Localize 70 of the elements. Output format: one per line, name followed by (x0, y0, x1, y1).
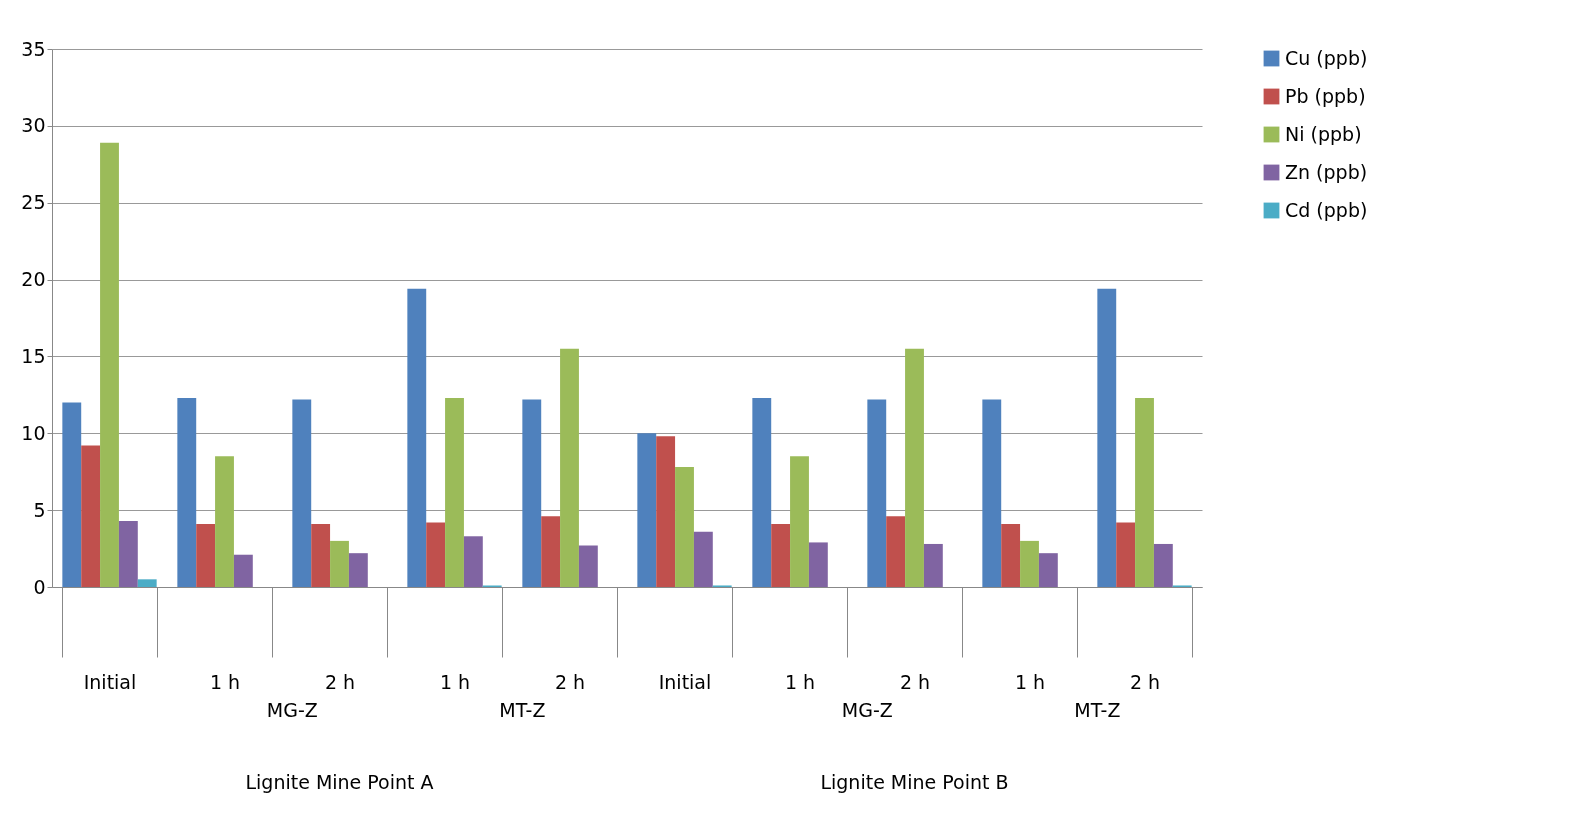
bar (81, 445, 101, 587)
x-tick-label: 2 h (1129, 670, 1161, 693)
x-tick-label: 2 h (324, 670, 356, 693)
bar (752, 397, 772, 587)
legend-label: Ni (ppb) (1285, 122, 1362, 145)
text: Lignite Mine Point A (245, 771, 434, 793)
bar (100, 142, 119, 587)
bar (233, 554, 253, 587)
bar (1097, 288, 1117, 587)
y-tick-label: 20 (21, 268, 46, 291)
bar (177, 397, 197, 587)
text: MG-Z (841, 699, 893, 721)
bar (771, 523, 791, 587)
bar (215, 456, 234, 587)
y-tick-label: 30 (21, 114, 46, 137)
bar (578, 545, 598, 587)
x-tick-label: 1 h (784, 670, 816, 693)
bar (905, 348, 924, 587)
bar (62, 402, 82, 587)
x-tick-label: 1 h (1014, 670, 1046, 693)
x-tick-label: Initial (83, 670, 137, 693)
legend-label: Cu (ppb) (1285, 46, 1368, 69)
bar (808, 542, 828, 587)
legend-label: Cd (ppb) (1285, 198, 1368, 221)
y-tick-label: 25 (21, 191, 46, 214)
bar (137, 579, 157, 587)
y-tick-label: 15 (21, 344, 46, 367)
bar (1020, 540, 1039, 587)
y-tick-label: 10 (21, 421, 46, 444)
bar (790, 456, 809, 587)
bar (407, 288, 427, 587)
bar (693, 531, 713, 587)
x-tick-label: 2 h (899, 670, 931, 693)
bar (541, 516, 561, 587)
bar (675, 467, 694, 587)
bar (1038, 553, 1058, 587)
x-tick-label: 1 h (209, 670, 241, 693)
bar (522, 399, 542, 587)
bar (292, 399, 312, 587)
bar (1153, 543, 1173, 587)
y-tick-label: 0 (33, 575, 46, 598)
bar (330, 540, 349, 587)
text: MT-Z (1074, 699, 1121, 721)
text: MG-Z (266, 699, 318, 721)
bar (1135, 397, 1154, 587)
bar (886, 516, 906, 587)
bar (637, 433, 657, 587)
bar (445, 397, 464, 587)
y-tick-label: 35 (21, 37, 46, 60)
bar (1001, 523, 1021, 587)
text: Lignite Mine Point B (820, 771, 1009, 793)
bar (348, 553, 368, 587)
bar (311, 523, 331, 587)
legend-label: Zn (ppb) (1285, 160, 1368, 183)
x-tick-label: 1 h (439, 670, 471, 693)
bar (982, 399, 1002, 587)
bar (463, 536, 483, 587)
bar (923, 543, 943, 587)
bar (196, 523, 216, 587)
text: MT-Z (499, 699, 546, 721)
bar (560, 348, 579, 587)
legend-label: Pb (ppb) (1285, 84, 1366, 107)
x-tick-label: Initial (658, 670, 712, 693)
bar (118, 520, 138, 587)
x-tick-label: 2 h (554, 670, 586, 693)
bar (426, 522, 446, 587)
bar (656, 436, 676, 587)
bar (867, 399, 887, 587)
bar (1116, 522, 1136, 587)
y-tick-label: 5 (33, 498, 46, 521)
